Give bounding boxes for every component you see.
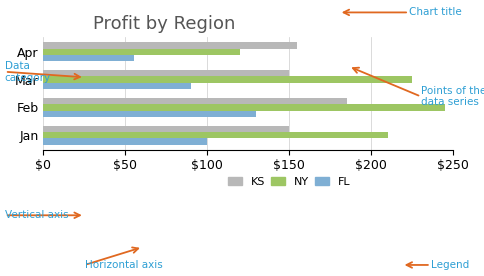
Text: Data
category: Data category	[5, 61, 51, 83]
Text: Points of the
data series: Points of the data series	[421, 86, 484, 107]
Bar	[44, 43, 298, 49]
Bar	[44, 104, 445, 111]
Bar	[44, 55, 134, 61]
Text: Chart title: Chart title	[409, 7, 462, 17]
Bar	[44, 111, 257, 117]
Legend: KS, NY, FL: KS, NY, FL	[224, 172, 355, 191]
Bar	[44, 49, 240, 55]
Bar	[44, 70, 289, 76]
Text: Legend: Legend	[431, 260, 469, 270]
Bar	[44, 126, 289, 132]
Text: Vertical axis: Vertical axis	[5, 210, 68, 220]
Bar	[44, 132, 388, 139]
Bar	[44, 139, 207, 145]
Text: Profit by Region: Profit by Region	[92, 15, 235, 33]
Bar	[44, 98, 347, 104]
Bar	[44, 76, 412, 83]
Text: Horizontal axis: Horizontal axis	[85, 260, 163, 270]
Bar	[44, 83, 191, 89]
